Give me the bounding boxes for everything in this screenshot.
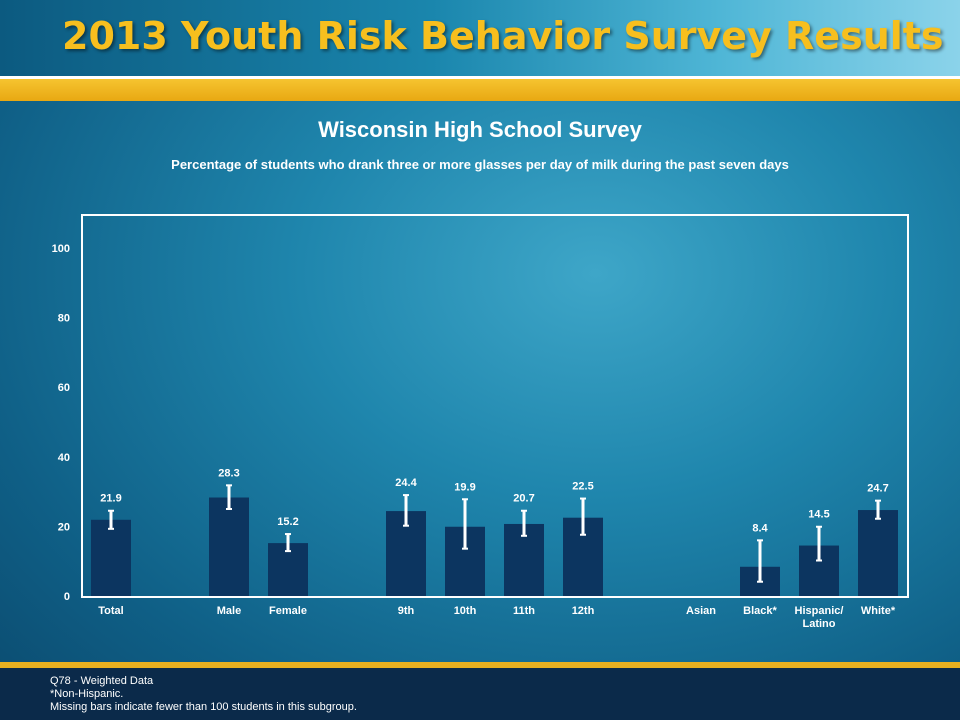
error-bars-group	[108, 484, 881, 583]
bar	[91, 519, 131, 596]
bar	[858, 510, 898, 596]
y-axis: 0 20 40 60 80 100	[52, 243, 70, 603]
y-tick-label: 60	[58, 382, 70, 394]
x-tick-label: Total	[98, 605, 123, 617]
header-banner: 2013 Youth Risk Behavior Survey Results	[0, 0, 960, 76]
y-tick-label: 80	[58, 313, 70, 325]
x-tick-label: Hispanic/	[795, 605, 844, 617]
bar-chart: 0 20 40 60 80 100 21.9 28.3 15.2 24.4 19.9 20.7 22.…	[52, 214, 909, 630]
bars-group	[91, 497, 898, 596]
x-tick-label: 10th	[454, 605, 477, 617]
bar	[209, 497, 249, 596]
x-tick-label: Male	[217, 605, 241, 617]
footer-note: Missing bars indicate fewer than 100 stu…	[50, 701, 357, 713]
data-label: 15.2	[277, 516, 298, 528]
y-tick-label: 40	[58, 452, 70, 464]
x-tick-label: Female	[269, 605, 307, 617]
header-divider-white	[0, 76, 960, 79]
data-label: 8.4	[752, 522, 768, 534]
data-label: 28.3	[218, 467, 239, 479]
footer-note: *Non-Hispanic.	[50, 688, 124, 700]
x-tick-label: 9th	[398, 605, 415, 617]
data-label: 21.9	[100, 493, 121, 505]
x-tick-label: Black*	[743, 605, 777, 617]
x-tick-label: 12th	[572, 605, 595, 617]
chart-subtitle: Percentage of students who drank three o…	[171, 157, 789, 172]
y-tick-label: 100	[52, 243, 70, 255]
y-tick-label: 20	[58, 521, 70, 533]
x-tick-label: White*	[861, 605, 896, 617]
x-tick-label: Asian	[686, 605, 716, 617]
x-tick-label: 11th	[513, 605, 535, 617]
x-tick-label: Latino	[803, 618, 836, 630]
data-label: 20.7	[513, 493, 534, 505]
data-label: 22.5	[572, 481, 593, 493]
header-divider-gold	[0, 79, 960, 101]
footer-note: Q78 - Weighted Data	[50, 675, 154, 687]
plot-frame	[81, 214, 909, 598]
data-label: 24.4	[395, 477, 417, 489]
y-tick-label: 0	[64, 591, 70, 603]
category-labels-group: Total Male Female 9th 10th 11th 12th Asian Black…	[98, 605, 896, 630]
value-labels-group: 21.9 28.3 15.2 24.4 19.9 20.7 22.5 8.4 14.5 24.7	[100, 467, 888, 534]
data-label: 14.5	[808, 509, 829, 521]
page-title: 2013 Youth Risk Behavior Survey Results	[62, 14, 944, 58]
footer-notes: Q78 - Weighted Data *Non-Hispanic. Missi…	[50, 675, 357, 714]
footer-band	[0, 662, 960, 720]
data-label: 19.9	[454, 481, 475, 493]
footer-divider-gold	[0, 662, 960, 668]
chart-title: Wisconsin High School Survey	[318, 117, 642, 142]
data-label: 24.7	[867, 483, 888, 495]
